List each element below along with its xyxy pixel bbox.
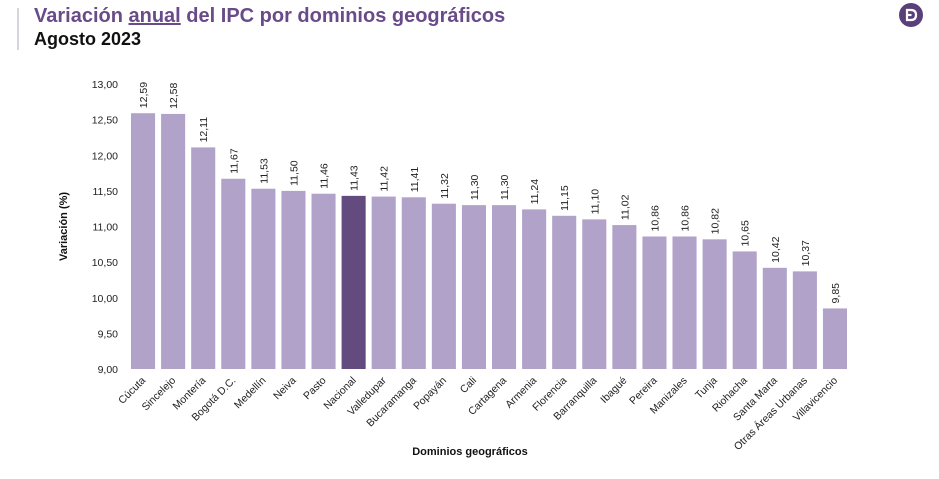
x-tick-label: Ibagué xyxy=(598,375,629,406)
bar xyxy=(522,209,547,369)
y-tick-label: 10,00 xyxy=(92,293,118,305)
bar-highlight xyxy=(341,195,366,369)
y-tick-label: 9,00 xyxy=(98,364,119,376)
bar xyxy=(732,251,757,369)
x-axis-title: Dominios geográficos xyxy=(412,446,528,458)
bar xyxy=(612,225,637,369)
data-label: 12,58 xyxy=(168,82,180,108)
y-tick-label: 9,50 xyxy=(98,328,119,340)
data-label: 11,53 xyxy=(258,158,270,184)
data-label: 11,10 xyxy=(589,189,601,215)
bar xyxy=(461,205,486,369)
data-label: 11,42 xyxy=(379,166,391,192)
data-label: 11,41 xyxy=(409,167,421,193)
x-tick-label: Neiva xyxy=(271,375,299,403)
bar xyxy=(552,215,577,369)
y-tick-label: 12,50 xyxy=(92,115,118,127)
y-tick-label: 11,50 xyxy=(93,186,119,198)
bar xyxy=(371,196,396,369)
dane-logo-icon[interactable] xyxy=(899,3,923,27)
bar xyxy=(431,203,456,369)
data-label: 10,86 xyxy=(680,205,692,231)
y-tick-label: 10,50 xyxy=(92,257,118,269)
bar xyxy=(401,197,426,369)
title-part-1: Variación xyxy=(34,5,129,27)
data-label: 11,67 xyxy=(228,148,240,174)
data-label: 9,85 xyxy=(830,283,842,304)
bar xyxy=(792,271,817,369)
title-underlined-word: anual xyxy=(128,5,181,27)
data-label: 12,59 xyxy=(138,82,150,108)
data-label: 11,50 xyxy=(288,160,300,186)
x-tick-label: Tunja xyxy=(693,375,720,402)
bar xyxy=(251,188,276,369)
bar xyxy=(161,113,186,369)
title-part-2: del IPC por dominios geográficos xyxy=(180,5,506,27)
bar xyxy=(492,205,517,369)
bar xyxy=(191,147,216,369)
bar xyxy=(582,219,607,369)
data-label: 11,30 xyxy=(499,174,511,200)
x-tick-label: Popayán xyxy=(411,375,449,413)
bar xyxy=(281,190,306,369)
bar xyxy=(311,193,336,369)
bar xyxy=(672,236,697,369)
data-label: 10,65 xyxy=(740,220,752,246)
x-tick-label: Medellín xyxy=(232,375,269,412)
chart-title: Variación anual del IPC por dominios geo… xyxy=(34,5,505,28)
title-accent-bar xyxy=(17,8,19,50)
data-label: 10,82 xyxy=(710,208,722,234)
x-tick-label: Sincelejo xyxy=(140,375,179,414)
x-tick-label: Pasto xyxy=(301,375,329,403)
y-tick-label: 11,00 xyxy=(93,222,119,234)
data-label: 11,30 xyxy=(469,174,481,200)
data-label: 11,15 xyxy=(559,185,571,211)
data-label: 10,42 xyxy=(770,236,782,262)
data-label: 10,37 xyxy=(800,240,812,266)
y-tick-label: 12,00 xyxy=(92,150,118,162)
bar xyxy=(702,239,727,369)
data-label: 11,46 xyxy=(319,163,331,189)
chart-subtitle: Agosto 2023 xyxy=(34,29,142,49)
bar xyxy=(221,178,246,369)
logo-glyph xyxy=(905,8,918,22)
data-label: 11,43 xyxy=(349,165,361,191)
data-label: 12,11 xyxy=(198,117,210,143)
data-label: 11,32 xyxy=(439,173,451,199)
data-label: 11,02 xyxy=(619,194,631,220)
y-axis-title: Variación (%) xyxy=(58,192,70,261)
data-label: 11,24 xyxy=(529,179,541,205)
bar xyxy=(642,236,667,369)
bar xyxy=(131,113,156,370)
x-tick-label: Cali xyxy=(458,375,479,396)
bar xyxy=(762,267,787,369)
data-label: 10,86 xyxy=(649,205,661,231)
y-tick-label: 13,00 xyxy=(92,79,118,91)
bar xyxy=(822,308,847,369)
